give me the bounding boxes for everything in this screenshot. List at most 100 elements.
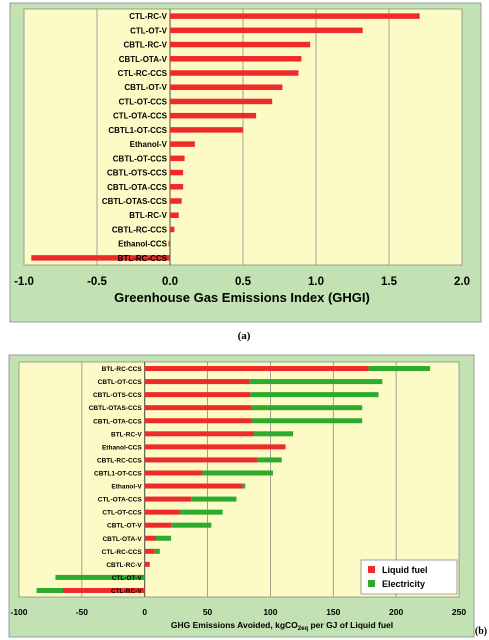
category-label-cbtl-ota-v: CBTL-OTA-V	[102, 536, 142, 543]
category-label-ctl-rc-ccs: CTL-RC-CCS	[118, 69, 168, 78]
bar-ctl-rc-v-liquid-fuel	[63, 587, 145, 593]
bar-btl-rc-v-electricity	[254, 431, 294, 437]
category-label-ctl-ot-ccs: CTL-OT-CCS	[119, 97, 168, 106]
bar-ctl-rc-ccs	[170, 70, 299, 76]
category-label-btl-rc-ccs: BTL-RC-CCS	[102, 366, 143, 373]
panel-b-x-axis-title-subscript: 2eq	[298, 626, 309, 632]
panel-a-label: (a)	[238, 330, 251, 342]
category-label-cbtl1-ot-ccs: CBTL1-OT-CCS	[94, 470, 142, 477]
panel-b-tick-label: 100	[263, 607, 277, 617]
bar-ethanol-ccs	[168, 240, 170, 247]
bar-cbtl1-ot-ccs-electricity	[202, 470, 273, 476]
bar-cbtl1-ot-ccs-liquid-fuel	[144, 470, 203, 476]
panel-b-grid	[81, 362, 397, 597]
category-label-ethanol-v: Ethanol-V	[130, 140, 168, 149]
bar-cbtl-ot-v	[170, 84, 283, 90]
category-label-cbtl-otas-ccs: CBTL-OTAS-CCS	[89, 405, 143, 412]
bar-cbtl-otas-ccs-liquid-fuel	[144, 405, 252, 411]
category-label-ethanol-v: Ethanol-V	[111, 484, 142, 491]
panel-a-tick-label: 1.5	[381, 276, 398, 288]
bar-btl-rc-v-liquid-fuel	[144, 431, 255, 437]
bar-ctl-ot-v-electricity	[55, 574, 145, 580]
bar-cbtl-ot-ccs-electricity	[249, 379, 383, 385]
bar-ethanol-v-liquid-fuel	[144, 483, 243, 489]
category-label-cbtl-ot-v: CBTL-OT-V	[124, 83, 167, 92]
bar-ctl-ota-ccs-liquid-fuel	[144, 496, 192, 502]
panel-a-grid	[96, 9, 390, 265]
category-label-cbtl-rc-v: CBTL-RC-V	[123, 41, 167, 50]
category-label-cbtl-ot-ccs: CBTL-OT-CCS	[113, 154, 168, 163]
category-label-cbtl-rc-v: CBTL-RC-V	[106, 562, 142, 569]
bar-ethanol-v-electricity	[242, 483, 246, 489]
panel-b-tick-label: 0	[142, 607, 147, 617]
category-label-cbtl-ota-v: CBTL-OTA-V	[119, 55, 168, 64]
bar-cbtl-otas-ccs-electricity	[251, 405, 363, 411]
bar-ctl-rc-ccs-liquid-fuel	[144, 548, 155, 554]
panel-a-tick-label: 0.0	[162, 276, 178, 288]
panel-a-tick-label: -1.0	[14, 276, 34, 288]
panel-a-bars	[31, 13, 420, 261]
bar-cbtl-ota-v-electricity	[156, 535, 172, 541]
legend-label-liquid-fuel: Liquid fuel	[382, 565, 428, 575]
category-label-ctl-ota-ccs: CTL-OTA-CCS	[113, 112, 168, 121]
bar-ctl-ota-ccs	[170, 112, 257, 119]
legend-swatch-electricity	[368, 580, 375, 587]
panel-b-tick-label: -100	[10, 607, 27, 617]
category-label-ctl-ot-ccs: CTL-OT-CCS	[102, 510, 142, 517]
bar-ctl-rc-v-electricity	[36, 587, 63, 593]
panel-a-x-axis-title: Greenhouse Gas Emissions Index (GHGI)	[114, 290, 370, 305]
bar-ctl-rc-v	[170, 13, 420, 19]
bar-cbtl-rc-ccs-liquid-fuel	[144, 457, 258, 463]
panel-b-tick-label: 50	[203, 607, 213, 617]
category-label-cbtl-ots-ccs: CBTL-OTS-CCS	[107, 169, 168, 178]
panel-a-tick-label: 0.5	[235, 276, 252, 288]
category-label-btl-rc-v: BTL-RC-V	[111, 431, 142, 438]
panel-b-tick-label: 200	[389, 607, 403, 617]
bar-ctl-ot-ccs-liquid-fuel	[144, 509, 180, 515]
category-label-ctl-ot-v: CTL-OT-V	[130, 26, 168, 35]
bar-cbtl-ot-v-electricity	[171, 522, 212, 528]
bar-cbtl-ots-ccs-electricity	[250, 392, 379, 398]
category-label-ctl-ota-ccs: CTL-OTA-CCS	[98, 497, 143, 504]
panel-b-tick-labels: -100 -50 0 50 100 150 200 250	[10, 607, 466, 617]
category-label-ctl-rc-v: CTL-RC-V	[111, 588, 142, 595]
category-label-ctl-rc-ccs: CTL-RC-CCS	[102, 549, 143, 556]
bar-cbtl-ota-ccs	[170, 184, 184, 190]
category-label-cbtl-otas-ccs: CBTL-OTAS-CCS	[102, 197, 168, 206]
category-label-cbtl-ota-ccs: CBTL-OTA-CCS	[93, 418, 142, 425]
legend-box	[360, 559, 458, 595]
bar-cbtl-ots-ccs-liquid-fuel	[144, 392, 251, 398]
panel-b-category-labels: BTL-RC-CCS CBTL-OT-CCS CBTL-OTS-CCS CBTL-OT…	[89, 366, 143, 595]
panel-b-x-axis-title: GHG Emissions Avoided, kgCO2eq per GJ of…	[171, 620, 393, 632]
category-label-cbtl-ot-v: CBTL-OT-V	[107, 523, 142, 530]
bar-cbtl-rc-v-liquid-fuel	[144, 561, 150, 567]
bar-ethanol-ccs-liquid-fuel	[144, 444, 286, 450]
panel-a-tick-labels: -1.0 -0.5 0.0 0.5 1.0 1.5 2.0	[14, 276, 470, 288]
bar-ctl-ota-ccs-electricity	[191, 496, 237, 502]
panel-b-legend: Liquid fuel Electricity	[360, 559, 458, 595]
panel-b-tick-label: -50	[76, 607, 89, 617]
bar-ctl-ot-ccs-electricity	[179, 509, 223, 515]
bar-ctl-ot-ccs	[170, 98, 273, 105]
legend-swatch-liquid-fuel	[368, 566, 375, 573]
panel-b-plot-area	[18, 361, 460, 598]
bar-cbtl-ota-ccs-liquid-fuel	[144, 418, 252, 424]
bar-cbtl-rc-v	[170, 41, 311, 48]
category-label-btl-rc-ccs: BTL-RC-CCS	[118, 254, 168, 263]
panel-a-tick-label: 1.0	[308, 276, 324, 288]
bar-cbtl-ot-ccs-liquid-fuel	[144, 379, 250, 385]
panel-b-x-axis-title-rest: per GJ of Liquid fuel	[308, 620, 393, 630]
bar-btl-rc-ccs	[31, 255, 170, 261]
bar-cbtl1-ot-ccs	[170, 127, 243, 133]
bar-ctl-ot-v	[170, 27, 363, 34]
category-label-cbtl-ot-ccs: CBTL-OT-CCS	[98, 379, 143, 386]
panel-a-tick-label: 2.0	[454, 276, 470, 288]
panel-b-tick-label: 250	[452, 607, 466, 617]
panel-a-tick-label: -0.5	[87, 276, 107, 288]
bar-cbtl-rc-ccs-electricity	[257, 457, 282, 463]
category-label-btl-rc-v: BTL-RC-V	[129, 211, 167, 220]
category-label-cbtl-rc-ccs: CBTL-RC-CCS	[112, 225, 168, 234]
panel-b-bars	[36, 366, 431, 593]
panel-b-x-axis-title-main: GHG Emissions Avoided, kgCO	[171, 620, 298, 630]
